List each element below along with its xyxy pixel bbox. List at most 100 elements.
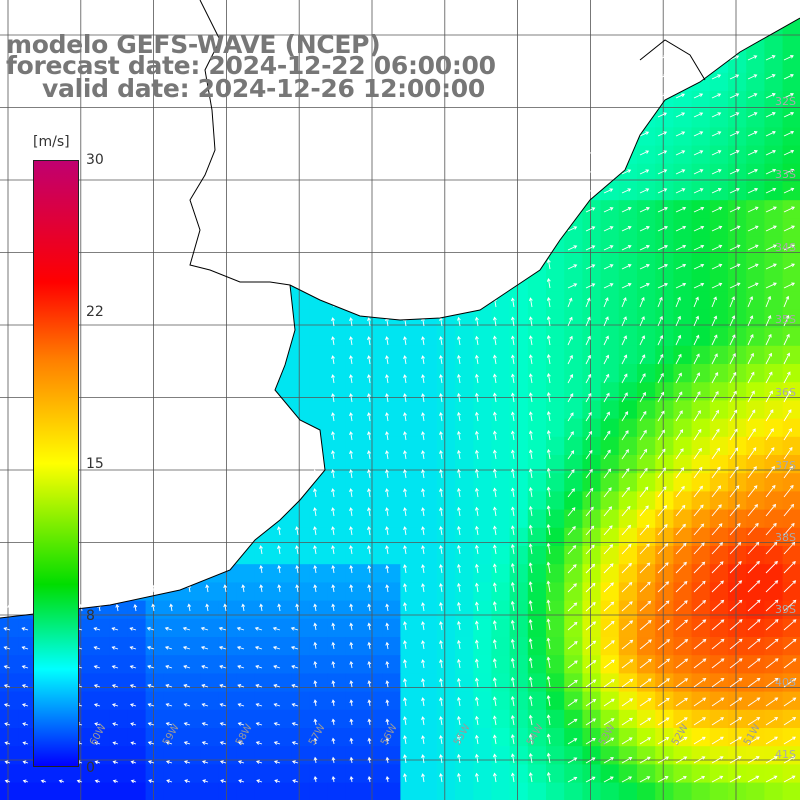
wind-arrow — [729, 717, 742, 726]
wind-cell — [691, 273, 711, 292]
wind-arrow-head — [528, 316, 533, 321]
wind-arrow — [765, 112, 776, 118]
wind-arrow — [350, 450, 353, 460]
wind-cell — [345, 782, 365, 800]
wind-arrow-head — [791, 775, 796, 780]
wind-arrow — [529, 563, 533, 574]
wind-arrow-head — [663, 55, 667, 59]
wind-arrow-head — [528, 714, 533, 719]
wind-arrow — [350, 412, 353, 422]
wind-arrow — [675, 226, 686, 232]
wind-cell — [509, 345, 529, 365]
wind-arrow — [783, 717, 796, 726]
wind-cell — [655, 618, 674, 638]
wind-arrow — [494, 412, 497, 422]
wind-arrow — [332, 488, 335, 498]
wind-arrow-head — [591, 207, 596, 211]
wind-cell — [0, 655, 19, 674]
wind-arrow — [603, 297, 609, 308]
wind-arrow-head — [237, 741, 242, 745]
wind-cell — [273, 655, 292, 674]
wind-arrow-head — [698, 466, 703, 471]
wind-arrow-head — [367, 336, 371, 340]
wind-cell — [546, 364, 565, 383]
wind-arrow — [603, 393, 610, 403]
wind-arrow-head — [790, 503, 795, 508]
wind-cell — [364, 418, 383, 438]
wind-cell — [327, 527, 347, 547]
wind-cell — [418, 364, 438, 383]
wind-arrow — [747, 112, 757, 118]
wind-arrow-head — [570, 412, 574, 417]
wind-arrow — [368, 680, 371, 688]
wind-arrow-head — [647, 600, 652, 605]
wind-arrow-head — [492, 544, 497, 549]
wind-cell — [655, 455, 674, 474]
wind-arrow-head — [492, 468, 497, 473]
wind-arrow — [657, 467, 666, 479]
wind-arrow — [783, 74, 794, 80]
wind-arrow-head — [609, 207, 614, 211]
wind-arrow-head — [331, 393, 335, 397]
wind-arrow — [657, 639, 670, 650]
wind-cell — [655, 345, 674, 365]
wind-arrow-head — [313, 603, 318, 608]
wind-cell — [473, 673, 492, 693]
wind-arrow-head — [627, 245, 632, 249]
wind-arrow — [547, 411, 551, 422]
wind-cell — [655, 564, 674, 583]
wind-cell — [182, 600, 201, 620]
wind-arrow — [747, 315, 753, 327]
wind-cell — [728, 382, 747, 401]
wind-cell — [382, 782, 401, 800]
wind-arrow-head — [183, 741, 188, 745]
wind-arrow-head — [457, 525, 461, 530]
wind-arrow — [529, 336, 533, 346]
wind-arrow-head — [237, 722, 242, 726]
wind-cell — [764, 782, 784, 800]
wind-cell — [764, 527, 784, 547]
wind-cell — [254, 618, 274, 638]
wind-cell — [728, 673, 747, 693]
wind-arrow — [765, 736, 778, 745]
wind-arrow-head — [606, 392, 610, 397]
wind-arrow — [476, 583, 479, 593]
wind-arrow-head — [731, 315, 736, 320]
wind-arrow-head — [331, 450, 335, 454]
wind-arrow — [567, 283, 577, 289]
wind-arrow — [783, 112, 794, 118]
wind-arrow-head — [129, 646, 134, 650]
wind-arrow-head — [183, 760, 188, 764]
wind-arrow-head — [94, 760, 99, 765]
wind-cell — [655, 637, 674, 656]
wind-arrow — [585, 602, 596, 612]
wind-arrow-head — [111, 684, 116, 688]
wind-arrow — [711, 335, 718, 346]
wind-arrow — [693, 372, 700, 384]
wind-arrow-head — [573, 699, 578, 703]
wind-arrow-head — [528, 524, 533, 529]
wind-arrow — [529, 753, 533, 764]
wind-arrow-head — [573, 283, 578, 287]
wind-arrow-head — [528, 449, 533, 454]
wind-arrow-head — [679, 410, 683, 415]
wind-arrow-head — [403, 450, 407, 454]
wind-arrow-head — [702, 600, 707, 604]
wind-arrow-head — [772, 503, 777, 508]
wind-arrow-head — [164, 626, 169, 631]
wind-arrow-head — [715, 390, 719, 395]
wind-arrow-head — [22, 760, 27, 765]
wind-arrow — [219, 684, 227, 688]
wind-arrow-head — [773, 522, 777, 527]
wind-arrow — [22, 627, 29, 631]
wind-arrow — [547, 695, 551, 707]
wind-arrow — [255, 684, 263, 688]
wind-arrow — [621, 639, 633, 650]
wind-arrow — [747, 74, 757, 80]
wind-arrow-head — [439, 488, 443, 492]
wind-cell — [637, 637, 656, 656]
wind-cell — [491, 782, 511, 800]
wind-arrow — [711, 353, 718, 365]
wind-arrow-head — [735, 131, 740, 135]
wind-arrow-head — [546, 695, 551, 699]
